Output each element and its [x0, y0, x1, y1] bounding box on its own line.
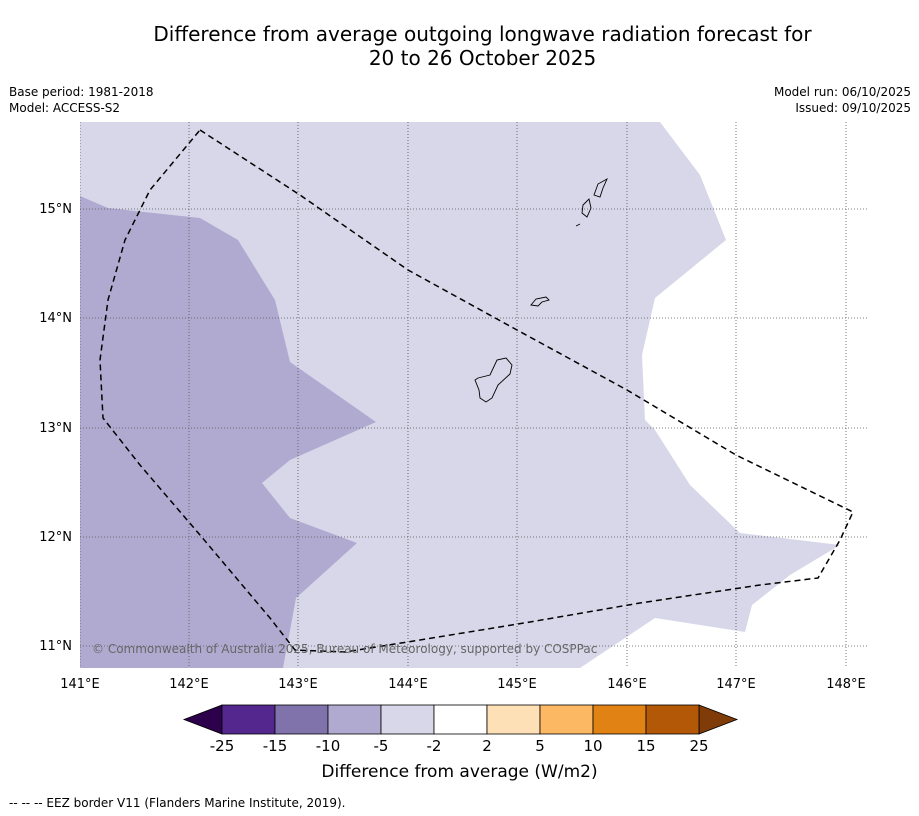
- lon-label-143: 143°E: [278, 677, 318, 692]
- lon-labels: 141°E 142°E 143°E 144°E 145°E 146°E 147°…: [60, 677, 866, 692]
- colorbar-swatch: [380, 704, 435, 735]
- lon-label-148: 148°E: [826, 677, 866, 692]
- islands: [474, 177, 608, 403]
- lon-label-147: 147°E: [716, 677, 756, 692]
- lon-label-146: 146°E: [607, 677, 647, 692]
- colorbar-tick-label: 5: [535, 737, 545, 755]
- colorbar-swatch: [539, 704, 594, 735]
- colorbar-extend-high: [698, 704, 739, 735]
- colorbar-tick-label: 2: [482, 737, 492, 755]
- colorbar-label: Difference from average (W/m2): [0, 762, 919, 782]
- anomaly-minus2-to-2-patch: [800, 660, 867, 668]
- map-area: © Commonwealth of Australia 2025, Bureau…: [80, 122, 867, 668]
- lat-label-15: 15°N: [39, 202, 72, 217]
- graticule: [80, 122, 867, 668]
- model-run: Model run: 06/10/2025: [773, 85, 911, 99]
- island-saipan: [593, 177, 608, 198]
- lat-label-13: 13°N: [39, 421, 72, 436]
- colorbar-extend-low: [182, 704, 223, 735]
- colorbar-tick-label: -15: [263, 737, 288, 755]
- anomaly-minus2-to-2-zone: [580, 122, 867, 668]
- colorbar-tick-label: 25: [689, 737, 708, 755]
- copyright-notice: © Commonwealth of Australia 2025, Bureau…: [92, 642, 597, 656]
- colorbar-swatch: [274, 704, 329, 735]
- lat-label-12: 12°N: [39, 530, 72, 545]
- issued-date: Issued: 09/10/2025: [795, 101, 911, 115]
- title-line-2: 20 to 26 October 2025: [368, 46, 597, 70]
- lon-label-145: 145°E: [497, 677, 537, 692]
- colorbar-tick-label: -25: [210, 737, 235, 755]
- colorbar-tick-label: 15: [636, 737, 655, 755]
- chart-title: Difference from average outgoing longwav…: [0, 22, 919, 70]
- lon-label-144: 144°E: [388, 677, 428, 692]
- lon-label-141: 141°E: [60, 677, 100, 692]
- eez-border: [99, 129, 854, 653]
- colorbar-swatch: [433, 704, 488, 735]
- island-tinian: [581, 198, 592, 218]
- base-period: Base period: 1981-2018: [9, 85, 154, 99]
- anomaly-minus10-to-minus5-zone: [80, 196, 376, 668]
- colorbar-tick-label: -10: [316, 737, 341, 755]
- colorbar-swatch: [486, 704, 541, 735]
- model-name: Model: ACCESS-S2: [9, 101, 121, 115]
- colorbar-swatch: [592, 704, 647, 735]
- colorbar-label-text: Difference from average (W/m2): [321, 762, 598, 782]
- colorbar-tick-label: -2: [427, 737, 442, 755]
- island-rota: [530, 296, 550, 307]
- lat-labels: 15°N 14°N 13°N 12°N 11°N: [39, 202, 72, 654]
- lon-label-142: 142°E: [169, 677, 209, 692]
- island-guam: [474, 357, 513, 403]
- colorbar-tick-label: -5: [374, 737, 389, 755]
- island-aguijan: [575, 223, 581, 227]
- meta-right: Model run: 06/10/2025 Issued: 09/10/2025: [774, 84, 911, 116]
- meta-left: Base period: 1981-2018 Model: ACCESS-S2: [9, 84, 154, 116]
- colorbar-swatch: [645, 704, 700, 735]
- lat-label-14: 14°N: [39, 311, 72, 326]
- colorbar-swatch: [327, 704, 382, 735]
- colorbar-tick-label: 10: [583, 737, 602, 755]
- colorbar-swatch: [221, 704, 276, 735]
- footnote: -- -- -- EEZ border V11 (Flanders Marine…: [9, 796, 346, 810]
- colorbar: -25 -15 -10 -5 -2 2 5 10 15 25: [182, 704, 739, 755]
- lat-label-11: 11°N: [39, 639, 72, 654]
- title-line-1: Difference from average outgoing longwav…: [153, 22, 812, 46]
